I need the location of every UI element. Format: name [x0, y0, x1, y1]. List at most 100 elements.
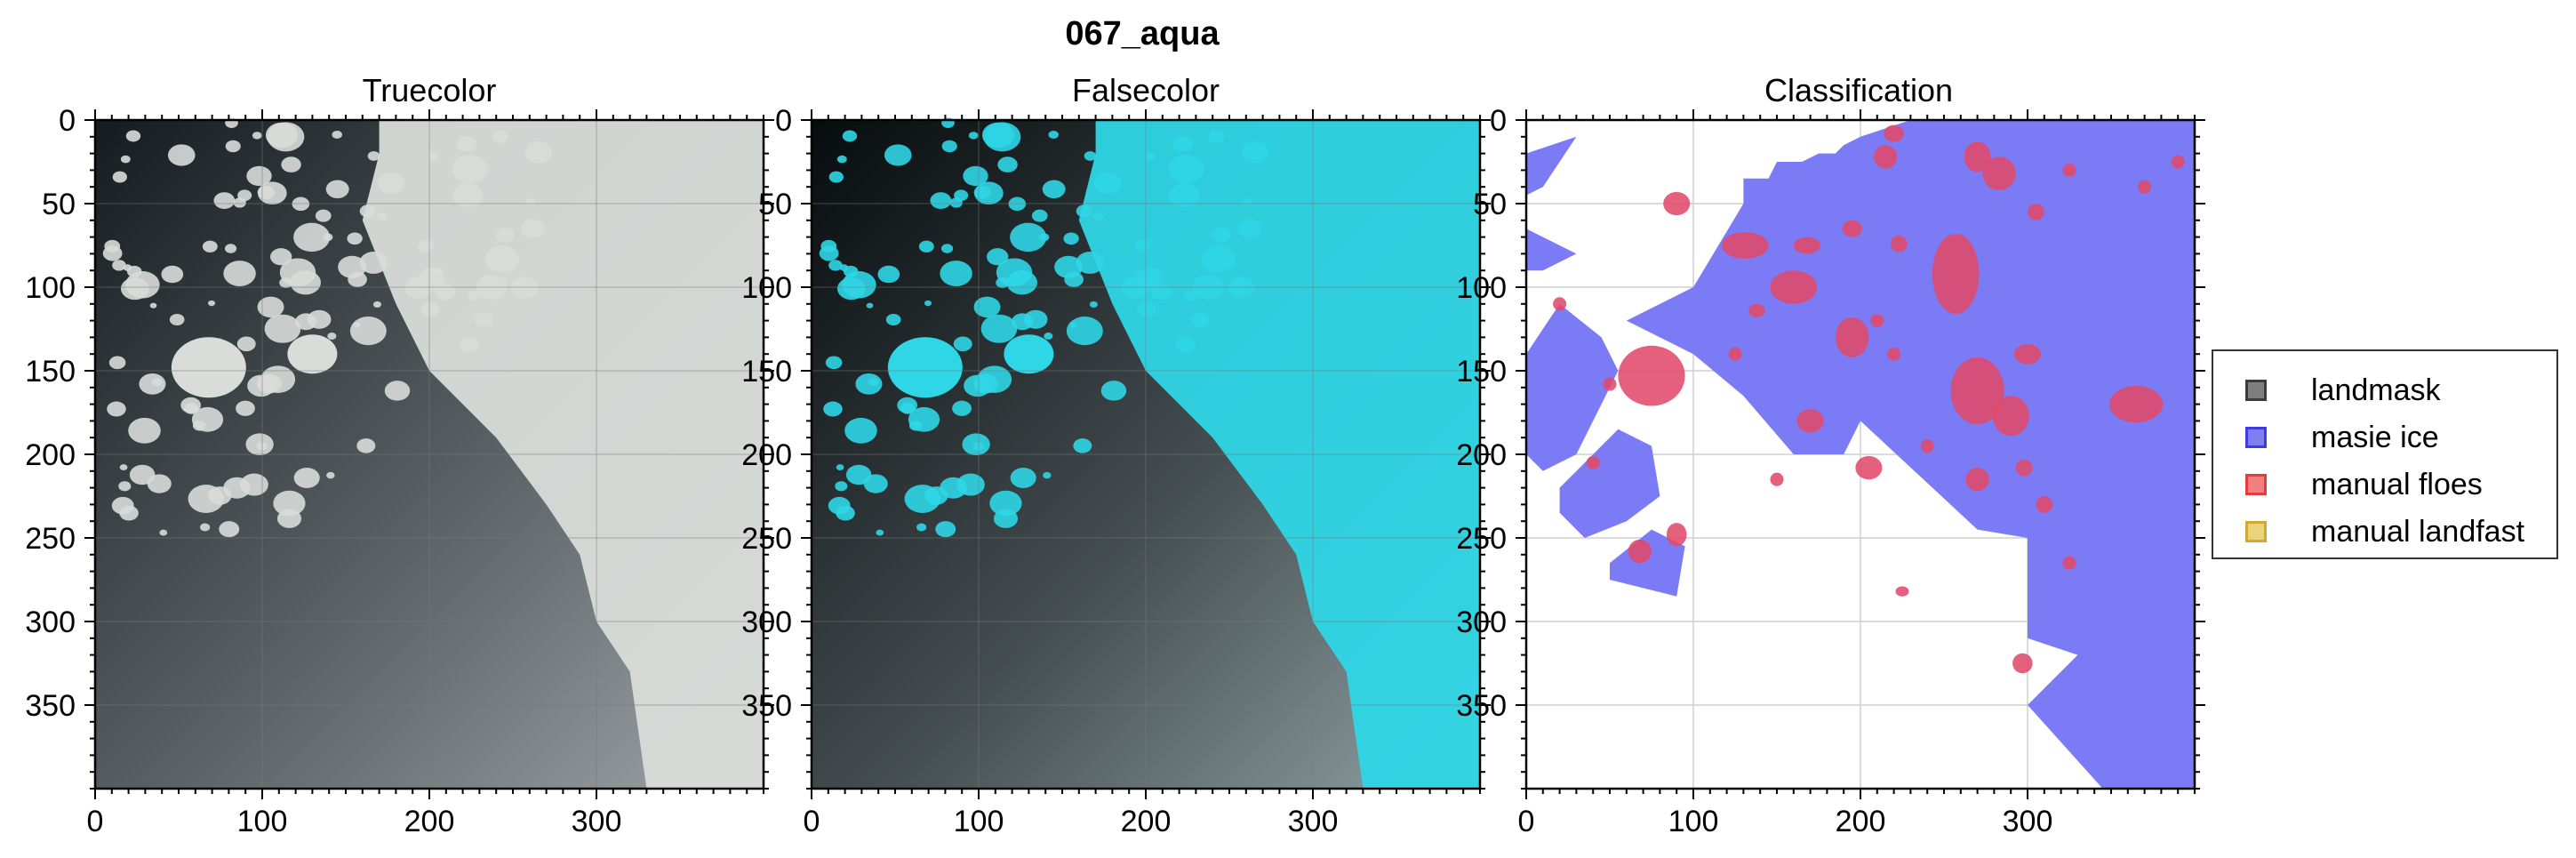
ice-floe — [434, 283, 456, 301]
ice-floe — [111, 496, 134, 515]
ice-floe — [279, 258, 316, 287]
x-tick-label: 0 — [804, 805, 820, 838]
ice-floe — [1043, 471, 1052, 479]
ice-floe — [1084, 151, 1097, 161]
ice-floe — [1212, 227, 1231, 243]
ice-floe — [1010, 468, 1036, 488]
ice-floe — [359, 252, 388, 274]
ice-floe — [968, 132, 979, 140]
manual-floe — [1586, 455, 1600, 469]
y-tick-label: 350 — [1456, 689, 1507, 723]
ice-floe — [359, 204, 376, 218]
legend-swatch-manual-landfast — [2245, 521, 2267, 542]
y-tick-label: 0 — [59, 104, 76, 138]
panel-title-truecolor: Truecolor — [363, 72, 497, 108]
manual-floe — [1890, 235, 1908, 253]
ice-floe — [293, 468, 320, 488]
ice-floe — [276, 509, 302, 528]
ice-floe — [476, 274, 508, 300]
manual-floe — [1603, 377, 1617, 391]
ice-floe — [295, 313, 317, 331]
manual-floe — [1728, 347, 1742, 361]
ice-floe — [1031, 209, 1048, 222]
ice-floe — [353, 322, 361, 328]
ice-floe — [356, 438, 376, 453]
x-tick-label: 200 — [404, 805, 455, 838]
ice-floe — [236, 336, 256, 352]
ice-floe — [828, 171, 844, 183]
ice-floe — [953, 336, 972, 352]
manual-floe — [1870, 314, 1884, 328]
x-tick-label: 300 — [1288, 805, 1339, 838]
image-falsecolor — [812, 117, 1480, 789]
ice-floe — [521, 219, 546, 238]
ice-floe — [843, 265, 859, 277]
legend-label-manual-floes: manual floes — [2311, 467, 2483, 501]
manual-floe — [1950, 357, 2004, 425]
y-tick-label: 0 — [775, 104, 792, 138]
ice-floe — [223, 261, 256, 286]
ice-floe — [1172, 135, 1193, 152]
ice-floe — [897, 397, 917, 413]
ticks-truecolor: 0 100 200 300 0 50 100 150 200 250 300 350 — [25, 104, 774, 838]
gridlines-truecolor — [95, 120, 764, 789]
masie-ice-region — [1526, 229, 1577, 271]
ice-floe — [418, 268, 445, 289]
ice-floe — [119, 464, 128, 471]
ice-floe — [924, 300, 932, 307]
ice-floe — [245, 433, 274, 456]
ice-floe — [213, 192, 236, 209]
masie-ice-region — [1526, 303, 1619, 471]
ice-floe — [863, 474, 888, 493]
ice-floe — [233, 197, 246, 208]
ice-floe — [332, 130, 342, 139]
ice-floe — [1192, 274, 1224, 300]
ticks-falsecolor: 0 100 200 300 0 50 100 150 200 250 300 350 — [741, 104, 1491, 838]
ice-floe — [963, 165, 988, 187]
legend-swatch-masie-ice — [2245, 427, 2267, 448]
ice-floe — [452, 155, 488, 183]
ice-floe — [326, 471, 335, 479]
ice-floe — [1076, 252, 1104, 274]
ice-floe — [118, 481, 132, 492]
legend-item-masie-ice: masie ice — [2245, 420, 2439, 455]
ice-floe — [270, 248, 292, 266]
ice-floe — [207, 300, 216, 307]
ice-floe — [104, 239, 121, 253]
ice-floe — [1066, 316, 1103, 346]
image-truecolor — [95, 117, 764, 789]
ice-floe — [149, 302, 157, 309]
ice-floe — [1064, 271, 1084, 287]
ice-floe — [459, 336, 479, 353]
legend-item-manual-floes: manual floes — [2245, 467, 2483, 502]
ice-floe — [293, 222, 331, 253]
x-tick-label: 100 — [954, 805, 1004, 838]
ice-floe — [258, 181, 287, 205]
ice-floe — [208, 486, 232, 505]
ice-floe — [828, 260, 843, 271]
ice-floe — [835, 481, 848, 492]
manual-floe — [2015, 459, 2033, 477]
ice-floe — [1145, 152, 1156, 161]
ice-floe — [1042, 180, 1066, 198]
ice-floe — [126, 265, 142, 277]
ice-floe — [866, 302, 874, 309]
manual-floe — [2171, 155, 2185, 169]
y-tick-label: 150 — [741, 355, 792, 389]
ice-floe — [377, 172, 405, 195]
ice-floe — [372, 301, 381, 309]
manual-floe — [2109, 385, 2164, 423]
manual-floe — [1920, 439, 1934, 453]
y-tick-label: 50 — [758, 188, 792, 221]
ice-floe — [1010, 222, 1047, 253]
ice-floe — [844, 417, 877, 444]
x-tick-label: 100 — [1668, 805, 1719, 838]
ice-floe — [981, 122, 1015, 148]
ice-floe — [836, 277, 866, 301]
figure-title: 067_aqua — [1065, 15, 1220, 52]
ice-floe — [456, 135, 476, 152]
ice-floe — [952, 400, 972, 416]
legend-swatch-manual-floes — [2245, 474, 2267, 495]
y-tick-label: 100 — [25, 271, 76, 305]
manual-floe — [1628, 539, 1652, 564]
